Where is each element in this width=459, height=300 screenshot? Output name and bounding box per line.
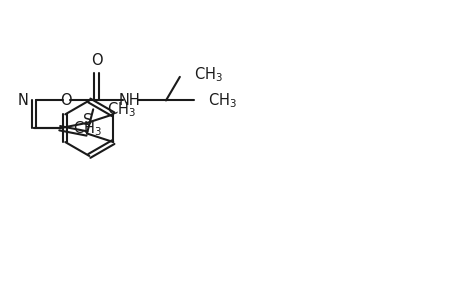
Text: CH$_3$: CH$_3$ (193, 66, 222, 84)
Text: N: N (17, 93, 28, 108)
Text: CH$_3$: CH$_3$ (73, 119, 102, 138)
Text: O: O (60, 93, 72, 108)
Text: CH$_3$: CH$_3$ (107, 100, 136, 119)
Text: CH$_3$: CH$_3$ (207, 91, 236, 110)
Text: NH: NH (119, 93, 140, 108)
Text: S: S (83, 113, 92, 128)
Text: O: O (90, 53, 102, 68)
